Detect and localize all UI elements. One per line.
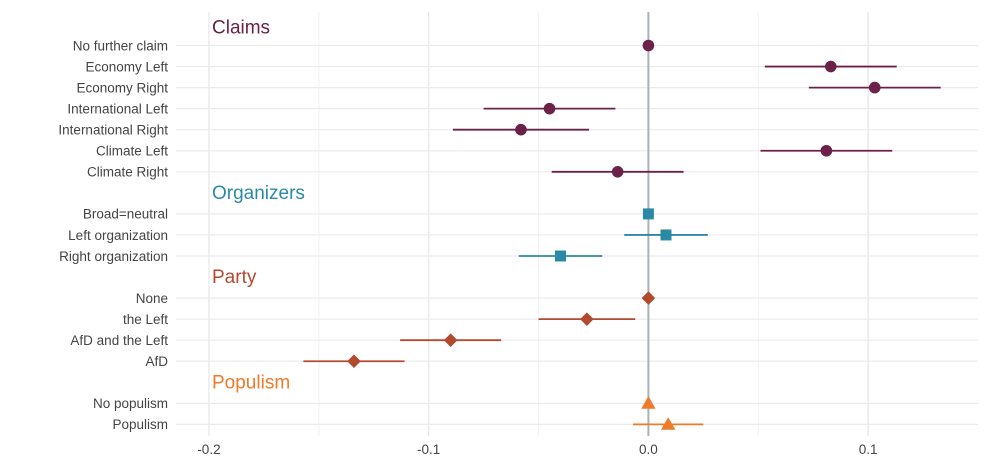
point-international-left	[543, 102, 556, 115]
group-title-populism: Populism	[212, 372, 290, 393]
x-tick-label: 0.1	[859, 442, 878, 457]
point-climate-right	[611, 166, 624, 178]
group-title-organizers: Organizers	[212, 183, 305, 204]
point-climate-left	[820, 144, 833, 157]
x-tick-label: -0.1	[417, 442, 440, 457]
x-axis: -0.2 -0.1 0.0 0.1	[197, 442, 877, 457]
row-label-the-left: the Left	[123, 312, 168, 327]
x-tick-label: -0.2	[197, 442, 220, 457]
row-label-populism: Populism	[112, 417, 168, 432]
row-label-afd: AfD	[145, 354, 168, 369]
row-label-economy-right: Economy Right	[76, 80, 168, 95]
row-label-climate-right: Climate Right	[87, 165, 168, 180]
row-label-climate-left: Climate Left	[96, 144, 168, 159]
group-title-claims: Claims	[212, 18, 270, 39]
point-no-populism	[641, 396, 656, 409]
point-afd-and-the-left	[443, 333, 458, 347]
row-label-no-populism: No populism	[93, 396, 168, 411]
point-no-further-claim	[642, 39, 655, 52]
data-layer	[303, 39, 941, 430]
row-label-no-further-claim: No further claim	[73, 38, 168, 53]
point-none	[641, 291, 656, 305]
point-left-organization	[660, 229, 672, 241]
point-right-organization	[555, 250, 567, 262]
x-tick-label: 0.0	[639, 442, 658, 457]
point-afd	[347, 354, 361, 369]
row-label-international-left: International Left	[67, 101, 168, 116]
row-label-afd-and-the-left: AfD and the Left	[70, 333, 168, 348]
point-populism	[660, 417, 676, 430]
row-label-international-right: International Right	[58, 123, 168, 138]
row-label-left-organization: Left organization	[68, 228, 168, 243]
group-title-party: Party	[212, 267, 257, 288]
row-label-economy-left: Economy Left	[85, 59, 168, 74]
point-the-left	[580, 312, 594, 326]
grid	[176, 12, 978, 436]
point-broad-neutral	[642, 208, 654, 220]
row-label-none: None	[136, 291, 168, 306]
point-economy-right	[868, 81, 881, 94]
point-economy-left	[824, 60, 837, 73]
row-label-right-organization: Right organization	[59, 249, 168, 264]
label-layer: Claims No further claim Economy Left Econom…	[58, 18, 305, 433]
row-label-broad-neutral: Broad=neutral	[83, 207, 168, 222]
point-international-right	[515, 123, 527, 136]
